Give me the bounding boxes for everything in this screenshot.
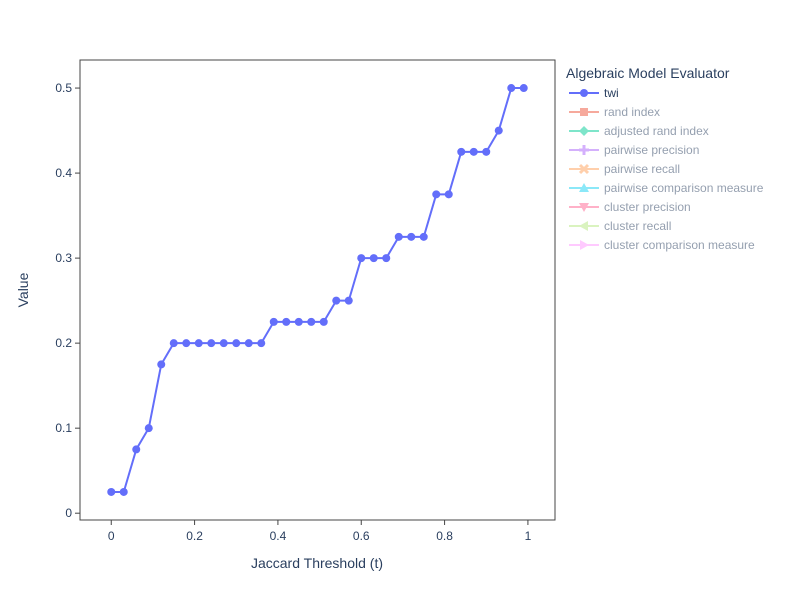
- legend-label: rand index: [604, 105, 660, 119]
- legend-marker-triangle-left-icon: [579, 221, 588, 231]
- data-point[interactable]: [332, 296, 341, 305]
- legend: twi rand index adjusted rand index pairwise…: [569, 86, 764, 252]
- legend-item[interactable]: cluster comparison measure: [569, 238, 755, 252]
- data-point[interactable]: [257, 339, 266, 348]
- data-point[interactable]: [344, 296, 353, 305]
- y-axis-ticks: 0 0.1 0.2 0.3 0.4 0.5: [55, 81, 80, 520]
- legend-item[interactable]: twi: [569, 86, 619, 100]
- data-point[interactable]: [494, 126, 503, 135]
- data-point[interactable]: [144, 424, 153, 433]
- legend-item[interactable]: pairwise precision: [569, 143, 699, 157]
- y-tick-label: 0.2: [55, 336, 72, 350]
- legend-marker-cross-icon: [579, 145, 589, 155]
- data-point[interactable]: [369, 254, 378, 263]
- data-point[interactable]: [469, 147, 478, 156]
- legend-label: pairwise comparison measure: [604, 181, 764, 195]
- data-point[interactable]: [219, 339, 228, 348]
- data-point[interactable]: [182, 339, 191, 348]
- x-tick-label: 0.6: [353, 529, 370, 543]
- x-axis-ticks: 0 0.2 0.4 0.6 0.8 1: [108, 520, 532, 543]
- legend-item[interactable]: rand index: [569, 105, 660, 119]
- data-point[interactable]: [432, 190, 441, 199]
- series-layer: [107, 84, 528, 496]
- data-point[interactable]: [207, 339, 216, 348]
- legend-marker-triangle-up-icon: [579, 183, 589, 192]
- data-point[interactable]: [319, 317, 328, 326]
- data-point[interactable]: [407, 232, 416, 241]
- legend-label: cluster recall: [604, 219, 671, 233]
- legend-label: adjusted rand index: [604, 124, 709, 138]
- data-point[interactable]: [507, 84, 516, 93]
- legend-marker-triangle-right-icon: [580, 240, 589, 250]
- y-tick-label: 0: [65, 506, 72, 520]
- x-tick-label: 1: [525, 529, 532, 543]
- data-point[interactable]: [119, 487, 128, 496]
- legend-item[interactable]: cluster recall: [569, 219, 671, 233]
- legend-label: cluster precision: [604, 200, 691, 214]
- legend-label: pairwise precision: [604, 143, 699, 157]
- data-point[interactable]: [357, 254, 366, 263]
- data-point[interactable]: [232, 339, 241, 348]
- data-point[interactable]: [269, 317, 278, 326]
- data-point[interactable]: [194, 339, 203, 348]
- data-point[interactable]: [457, 147, 466, 156]
- legend-label: cluster comparison measure: [604, 238, 755, 252]
- y-tick-label: 0.3: [55, 251, 72, 265]
- legend-marker-diamond-icon: [579, 126, 589, 136]
- legend-item[interactable]: pairwise comparison measure: [569, 181, 764, 195]
- plot-area: [79, 59, 556, 521]
- data-point[interactable]: [282, 317, 291, 326]
- legend-marker-triangle-down-icon: [579, 203, 589, 212]
- legend-marker-square-icon: [580, 108, 588, 116]
- x-tick-label: 0.8: [436, 529, 453, 543]
- data-point[interactable]: [519, 84, 528, 93]
- x-tick-label: 0.2: [186, 529, 203, 543]
- data-point[interactable]: [444, 190, 453, 199]
- data-point[interactable]: [169, 339, 178, 348]
- x-tick-label: 0.4: [270, 529, 287, 543]
- y-tick-label: 0.1: [55, 421, 72, 435]
- data-point[interactable]: [382, 254, 391, 263]
- data-point[interactable]: [157, 360, 166, 369]
- data-point[interactable]: [307, 317, 316, 326]
- data-point[interactable]: [107, 487, 116, 496]
- data-point[interactable]: [132, 445, 141, 454]
- data-point[interactable]: [482, 147, 491, 156]
- legend-marker-x-icon: [578, 163, 590, 175]
- legend-item[interactable]: adjusted rand index: [569, 124, 709, 138]
- legend-marker-circle-icon: [580, 89, 588, 97]
- y-tick-label: 0.4: [55, 166, 72, 180]
- legend-item[interactable]: cluster precision: [569, 200, 691, 214]
- x-axis-title: Jaccard Threshold (t): [251, 555, 383, 571]
- legend-title: Algebraic Model Evaluator: [566, 65, 730, 81]
- data-point[interactable]: [394, 232, 403, 241]
- data-point[interactable]: [294, 317, 303, 326]
- data-point[interactable]: [419, 232, 428, 241]
- legend-item[interactable]: pairwise recall: [569, 162, 680, 176]
- y-tick-label: 0.5: [55, 81, 72, 95]
- legend-label: pairwise recall: [604, 162, 680, 176]
- legend-label: twi: [604, 86, 619, 100]
- x-tick-label: 0: [108, 529, 115, 543]
- data-point[interactable]: [244, 339, 253, 348]
- y-axis-title: Value: [15, 272, 31, 307]
- series-line-twi: [111, 87, 524, 493]
